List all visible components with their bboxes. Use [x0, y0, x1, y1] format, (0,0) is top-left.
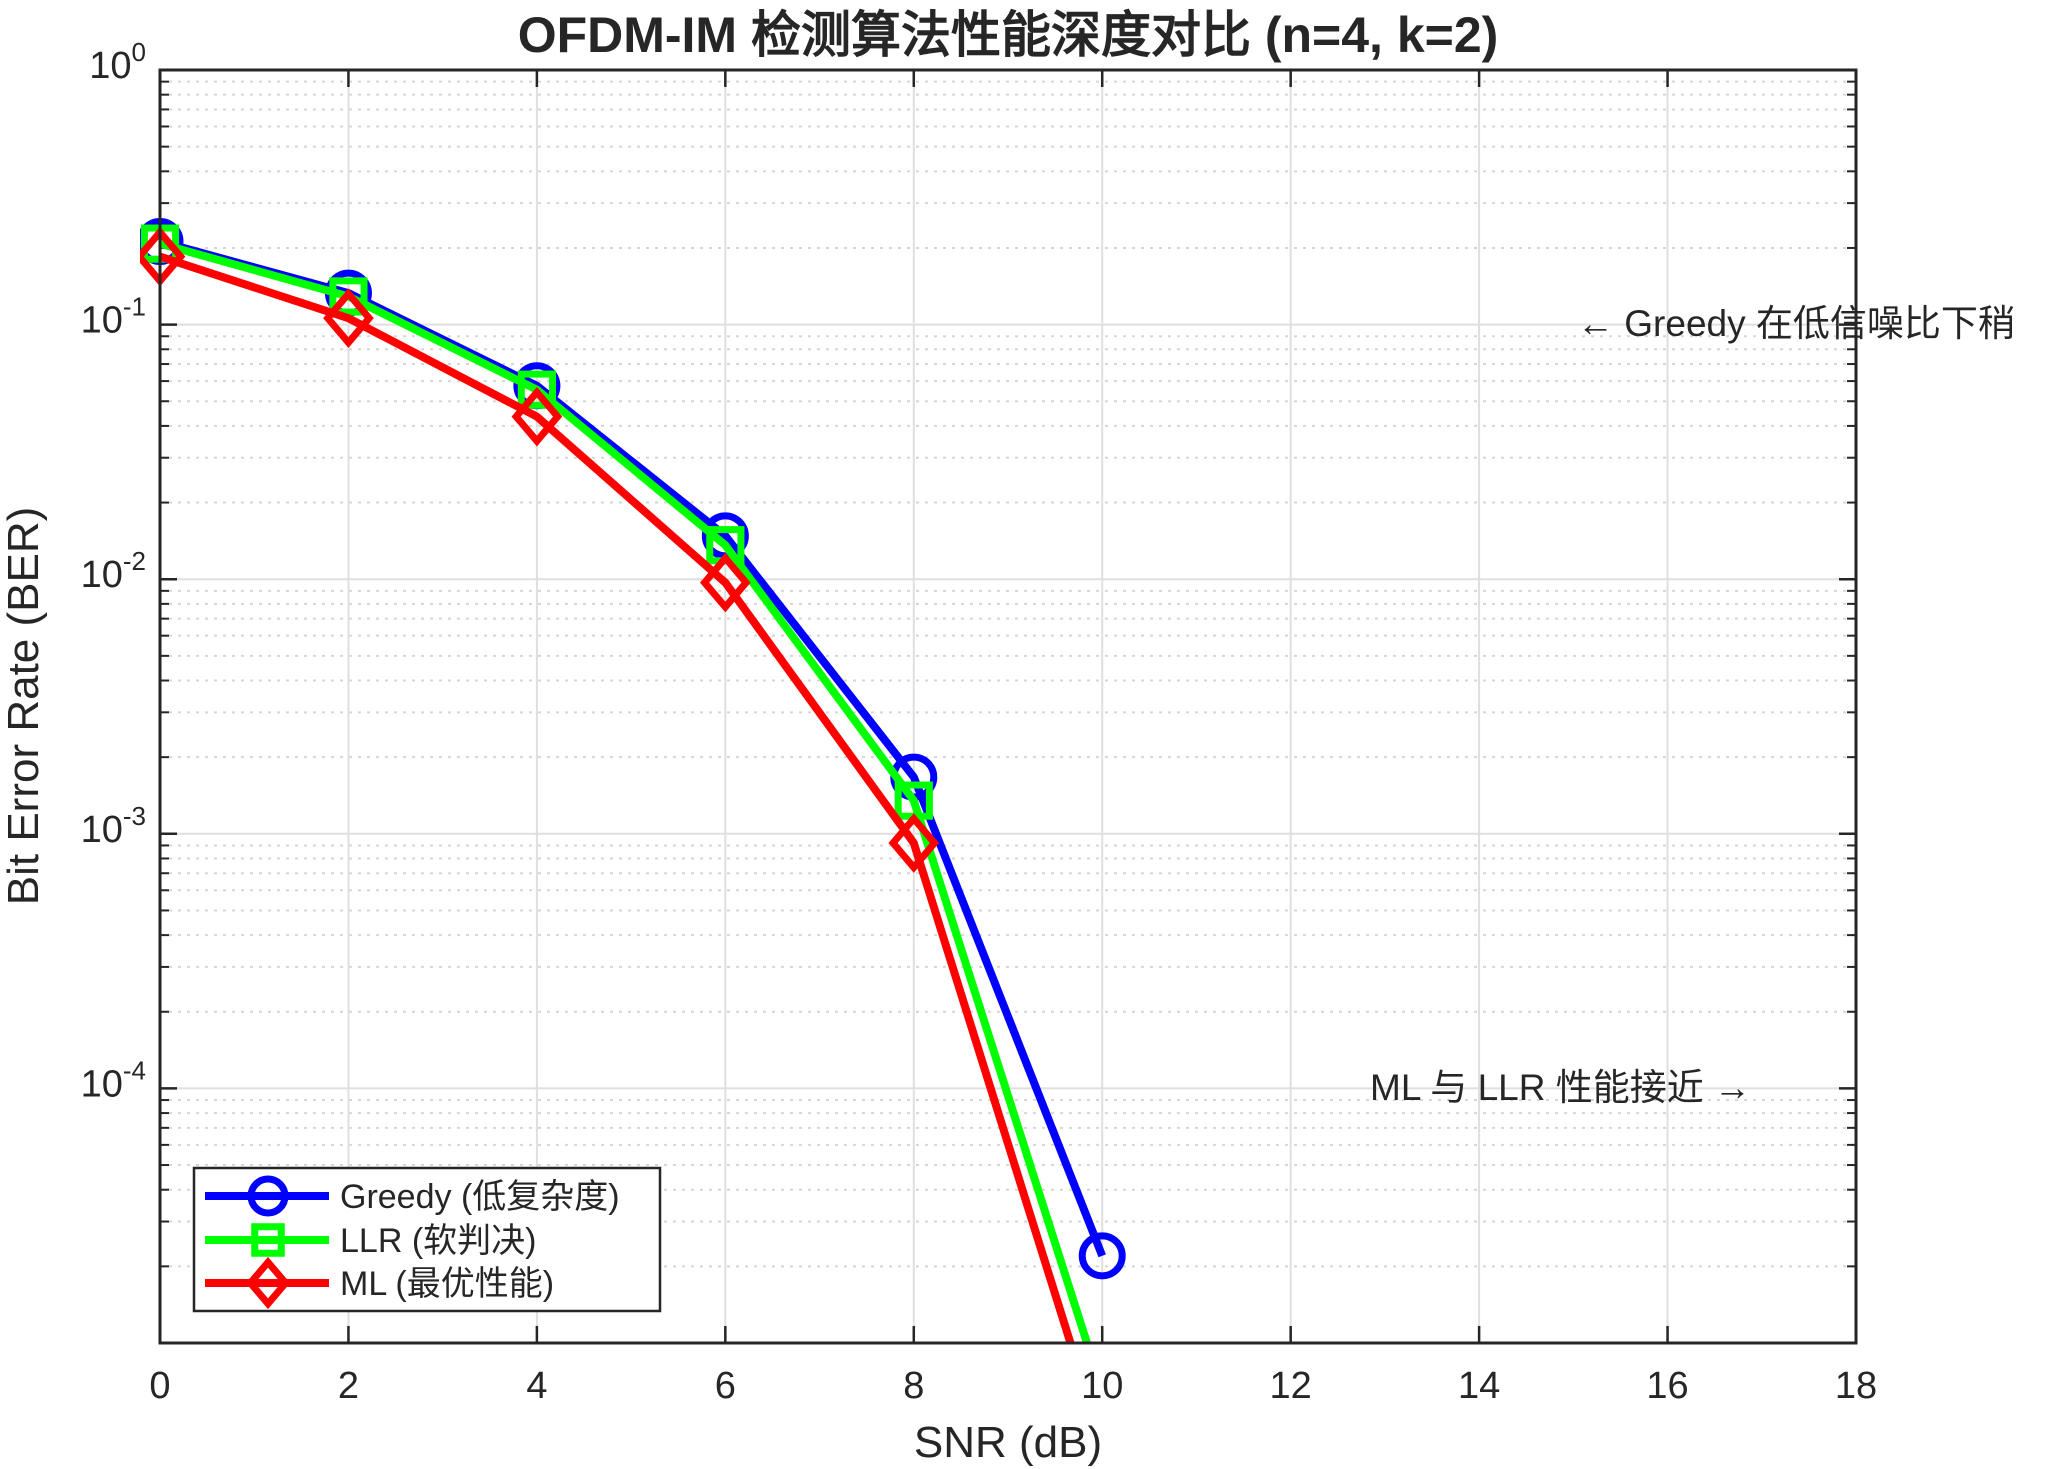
- x-tick-label: 10: [1081, 1365, 1123, 1407]
- x-tick-label: 16: [1646, 1365, 1688, 1407]
- series-line: [158, 252, 1075, 1343]
- x-tick-label: 2: [338, 1365, 359, 1407]
- legend-item: LLR (软判决): [205, 1222, 536, 1260]
- annotation-ml-llr-close: ML 与 LLR 性能接近 →: [1370, 1067, 1751, 1108]
- data-series: [140, 218, 1126, 1343]
- square-marker: [517, 370, 556, 409]
- x-tick-label: 18: [1835, 1365, 1877, 1407]
- legend-label: ML (最优性能): [340, 1265, 554, 1303]
- diamond-marker: [699, 552, 751, 613]
- legend: Greedy (低复杂度) LLR (软判决) ML (最优性能): [192, 1166, 662, 1313]
- y-tick-label: 100: [89, 37, 146, 87]
- diamond-marker: [323, 288, 374, 348]
- circle-marker: [1078, 1232, 1126, 1280]
- x-tick-labels: 0 2 4 6 8 10 12 14 16 18: [149, 1365, 1877, 1407]
- circle-marker: [247, 1175, 289, 1217]
- y-axis-label: Bit Error Rate (BER): [0, 507, 48, 906]
- series-line: [158, 239, 1092, 1343]
- x-tick-label: 4: [526, 1365, 547, 1407]
- annotation-greedy-low-snr: ← Greedy 在低信噪比下稍: [1577, 303, 2015, 344]
- x-tick-label: 14: [1458, 1365, 1500, 1407]
- y-tick-label: 10-1: [81, 292, 146, 342]
- legend-label: LLR (软判决): [340, 1222, 536, 1260]
- x-tick-label: 6: [715, 1365, 736, 1407]
- diamond-marker: [888, 813, 940, 873]
- x-tick-label: 12: [1270, 1365, 1312, 1407]
- axes-box: [158, 68, 1858, 1345]
- minor-grid: [160, 80, 1856, 1268]
- y-tick-label: 10-2: [81, 546, 146, 596]
- diamond-marker: [511, 386, 563, 447]
- diamond-marker: [245, 1256, 291, 1310]
- x-tick-label: 0: [149, 1365, 170, 1407]
- y-tick-label: 10-3: [81, 801, 146, 851]
- x-axis-label: SNR (dB): [914, 1418, 1102, 1467]
- square-marker: [329, 277, 368, 316]
- legend-item: ML (最优性能): [205, 1256, 554, 1310]
- legend-label: Greedy (低复杂度): [340, 1178, 620, 1216]
- x-tick-label: 8: [903, 1365, 924, 1407]
- chart-title: OFDM-IM 检测算法性能深度对比 (n=4, k=2): [518, 7, 1499, 63]
- legend-item: Greedy (低复杂度): [205, 1175, 620, 1217]
- square-marker: [251, 1223, 285, 1257]
- y-tick-labels: 100 10-1 10-2 10-3 10-4: [81, 37, 146, 1105]
- y-tick-label: 10-4: [81, 1055, 146, 1105]
